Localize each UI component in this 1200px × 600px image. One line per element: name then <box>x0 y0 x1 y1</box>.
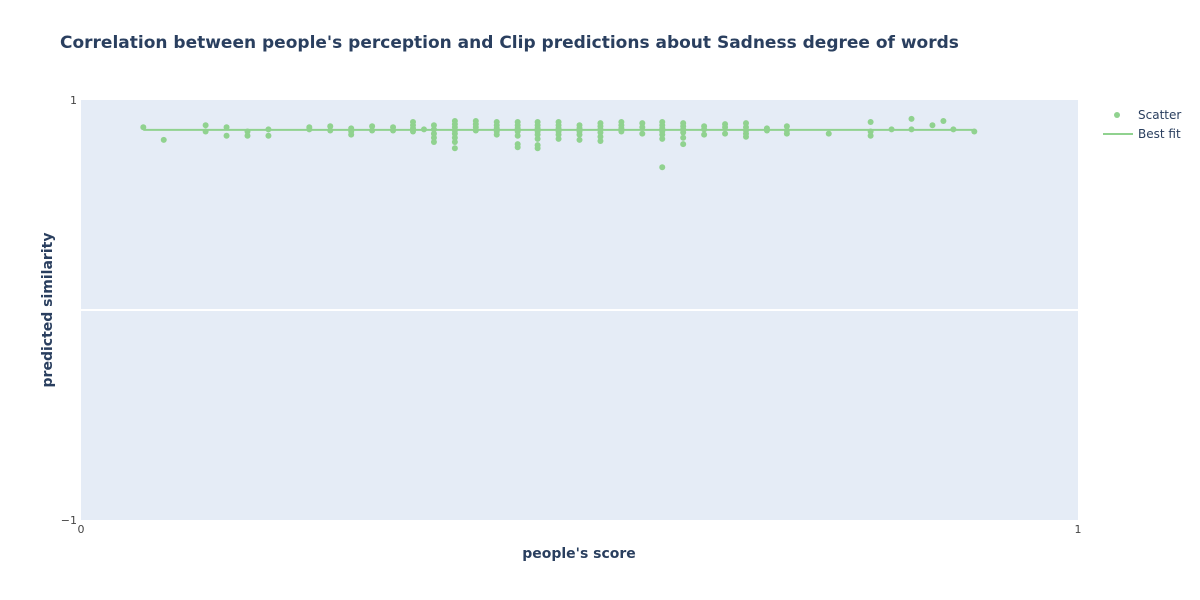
scatter-point <box>327 123 334 130</box>
y-tick-label-bottom: −1 <box>61 514 77 527</box>
scatter-point <box>451 139 458 145</box>
scatter-point <box>265 132 272 139</box>
scatter-point <box>742 120 749 127</box>
scatter-point <box>722 130 729 137</box>
scatter-point <box>410 128 417 135</box>
scatter-point <box>597 137 604 144</box>
scatter-point <box>680 134 687 141</box>
scatter-point <box>160 136 167 143</box>
scatter-point <box>140 124 147 131</box>
scatter-point <box>430 139 437 145</box>
y-axis-title: predicted similarity <box>40 232 56 388</box>
scatter-point <box>618 128 625 135</box>
scatter-point <box>390 127 397 134</box>
scatter-point <box>514 144 521 151</box>
scatter-point <box>825 130 832 137</box>
legend-marker-icon <box>1100 109 1136 121</box>
scatter-point <box>555 131 562 138</box>
scatter-point <box>514 132 521 139</box>
legend-item-best-fit[interactable]: Best fit <box>1100 124 1181 143</box>
scatter-point <box>867 132 874 139</box>
scatter-point <box>306 126 313 133</box>
scatter-point <box>451 130 458 137</box>
scatter-point <box>430 134 437 141</box>
chart-title: Correlation between people's perception … <box>60 33 959 53</box>
scatter-point <box>348 131 355 138</box>
scatter-point <box>701 131 708 138</box>
scatter-point <box>867 128 874 135</box>
scatter-point <box>369 123 376 130</box>
scatter-point <box>763 127 770 134</box>
scatter-point <box>202 128 209 135</box>
scatter-point <box>659 164 666 171</box>
scatter-point <box>680 129 687 136</box>
scatter-point <box>451 134 458 141</box>
scatter-point <box>223 124 230 131</box>
scatter-point <box>659 135 666 142</box>
scatter-point <box>420 126 427 133</box>
scatter-point <box>244 128 251 135</box>
scatter-point <box>597 129 604 136</box>
y-tick-label-top: 1 <box>70 94 77 107</box>
scatter-point <box>327 127 334 134</box>
scatter-points <box>140 115 978 171</box>
scatter-point <box>223 132 230 139</box>
scatter-point <box>451 145 458 152</box>
scatter-point <box>430 126 437 133</box>
legend-label-scatter: Scatter <box>1138 107 1182 122</box>
scatter-point <box>783 123 790 130</box>
x-axis-title: people's score <box>522 546 636 562</box>
scatter-point <box>369 127 376 134</box>
scatter-point <box>202 122 209 129</box>
scatter-point <box>950 126 957 133</box>
scatter-point <box>555 135 562 142</box>
scatter-point <box>783 130 790 137</box>
scatter-point <box>493 131 500 138</box>
scatter-point <box>430 122 437 129</box>
scatter-point <box>265 126 272 133</box>
scatter-point <box>576 136 583 143</box>
scatter-point <box>576 131 583 138</box>
x-tick-label-right: 1 <box>1075 523 1082 536</box>
legend-label-best-fit: Best fit <box>1138 126 1181 141</box>
scatter-point <box>534 145 541 152</box>
scatter-point <box>534 131 541 138</box>
scatter-point <box>701 126 708 133</box>
scatter-point <box>534 135 541 142</box>
scatter-point <box>244 132 251 139</box>
scatter-point <box>639 120 646 127</box>
scatter-point <box>888 126 895 133</box>
x-tick-label-left: 0 <box>78 523 85 536</box>
legend: Scatter Best fit <box>1100 105 1181 143</box>
scatter-point <box>430 130 437 137</box>
scatter-point <box>514 128 521 135</box>
scatter-point <box>722 124 729 131</box>
scatter-point <box>742 133 749 140</box>
legend-item-scatter[interactable]: Scatter <box>1100 105 1181 124</box>
scatter-point <box>639 124 646 131</box>
scatter-point <box>639 130 646 137</box>
scatter-point <box>929 122 936 129</box>
scatter-point <box>597 133 604 140</box>
scatter-point <box>680 141 687 148</box>
scatter-point <box>908 126 915 133</box>
scatter-point <box>659 131 666 138</box>
scatter-point <box>867 119 874 126</box>
scatter-point <box>940 118 947 124</box>
scatter-point <box>971 128 978 135</box>
legend-line-icon <box>1100 128 1136 140</box>
scatter-point <box>908 115 915 122</box>
scatter-point <box>472 127 479 134</box>
